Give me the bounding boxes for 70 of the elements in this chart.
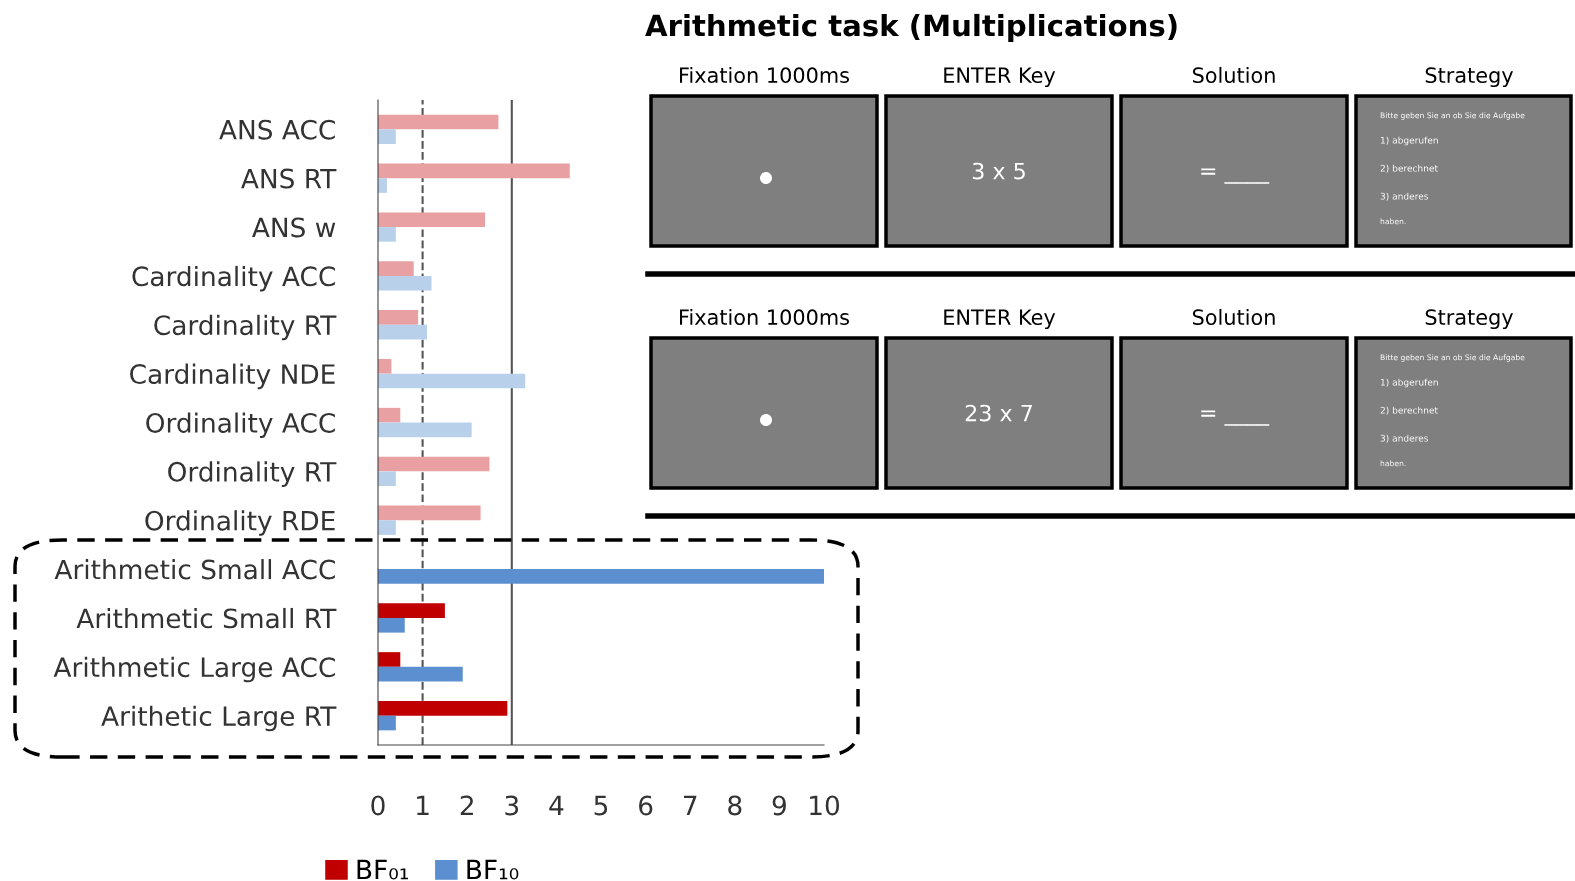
- bar: [378, 701, 508, 716]
- x-tick-label: 0: [371, 795, 385, 816]
- x-tick-label: 5: [594, 795, 608, 816]
- bar: [378, 715, 396, 731]
- x-tick-label: 4: [549, 795, 564, 816]
- y-tick-label: Ordinality ACC: [146, 412, 335, 439]
- text: 3 x 5: [972, 162, 1025, 180]
- y-tick-label: Arithetic Large RT: [101, 705, 337, 732]
- y-tick-label: Arithmetic Small RT: [76, 607, 337, 629]
- category-label: Strategy: [1425, 309, 1514, 330]
- bar: [378, 178, 387, 193]
- y-tick-label: ANS RT: [241, 168, 337, 189]
- x-tick-label: 6: [639, 795, 653, 816]
- bar: [378, 129, 396, 144]
- x-tick-label: 2: [460, 795, 473, 816]
- category-label: Solution: [1192, 66, 1275, 84]
- y-tick-label: ANS w: [252, 217, 336, 238]
- x-tick-label: 7: [683, 795, 697, 816]
- category-label: ENTER Key: [944, 309, 1056, 330]
- bar: [378, 456, 490, 472]
- bar: [378, 617, 405, 633]
- text: 1) abgerufen: [1380, 378, 1438, 388]
- bar: [378, 310, 419, 325]
- text: 3) anderes: [1380, 434, 1428, 443]
- y-tick-label: Cardinality ACC: [132, 265, 335, 292]
- legend-label: BF₀₁: [357, 859, 408, 880]
- category-label: ENTER Key: [944, 67, 1056, 88]
- bar: [378, 505, 481, 521]
- bar: [378, 114, 499, 130]
- bar: [378, 227, 396, 242]
- text: 1) abgerufen: [1380, 136, 1438, 146]
- category-label: Fixation 1000ms: [680, 66, 850, 84]
- category-label: Fixation 1000ms: [680, 308, 850, 326]
- text: = ____: [1201, 410, 1270, 426]
- y-tick-label: Cardinality NDE: [130, 363, 335, 390]
- text: 3) anderes: [1380, 192, 1428, 201]
- bar: [378, 275, 432, 291]
- y-tick-label: Arithmetic Small ACC: [54, 559, 335, 580]
- legend-label: BF₁₀: [467, 859, 519, 880]
- x-tick-label: 10: [810, 795, 840, 816]
- x-tick-label: 9: [772, 795, 786, 816]
- y-tick-label: ANS ACC: [219, 119, 335, 140]
- bar: [378, 407, 401, 423]
- bar: [378, 471, 396, 487]
- bar: [378, 373, 526, 389]
- text: 23 x 7: [965, 404, 1032, 422]
- bar: [378, 261, 414, 276]
- x-tick-label: 8: [728, 795, 742, 816]
- x-tick-label: 3: [505, 795, 519, 816]
- category-label: Solution: [1192, 308, 1275, 326]
- bar: [378, 422, 472, 438]
- bar: [378, 212, 486, 228]
- x-tick-label: 1: [417, 795, 429, 816]
- bar: [378, 163, 570, 179]
- bar: [378, 666, 463, 682]
- y-tick-label: Arithmetic Large ACC: [53, 656, 335, 683]
- category-label: Strategy: [1425, 67, 1514, 88]
- bar: [378, 603, 445, 618]
- y-tick-label: Ordinality RT: [168, 461, 337, 487]
- text: 2) berechnet: [1380, 164, 1438, 173]
- text: Arithmetic task (Multiplications): [645, 13, 1177, 43]
- bar: [378, 324, 428, 340]
- bar: [378, 652, 401, 667]
- bar: [378, 358, 392, 374]
- y-tick-label: Cardinality RT: [154, 314, 337, 341]
- text: 2) berechnet: [1380, 406, 1438, 415]
- text: = ____: [1201, 168, 1270, 184]
- bar: [378, 569, 824, 584]
- bar: [378, 520, 396, 535]
- y-tick-label: Ordinality RDE: [145, 510, 335, 536]
